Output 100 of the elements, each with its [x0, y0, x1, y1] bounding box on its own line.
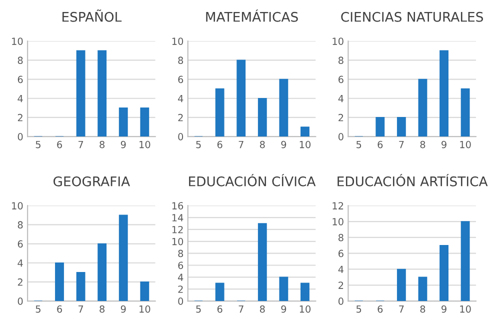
y-tick-label: 8: [178, 250, 184, 258]
bar: [76, 272, 86, 302]
x-tick-label: 9: [442, 305, 446, 313]
y-tick-label: 10: [172, 238, 184, 246]
chart-title: CIENCIAS NATURALES: [341, 12, 483, 22]
x-tick-label: 8: [420, 140, 426, 148]
x-tick-label: 10: [140, 305, 150, 313]
chart-title: ESPAÑOL: [62, 10, 122, 22]
bar: [460, 88, 470, 137]
chart-title: EDUCACIÓN ARTÍSTICA: [338, 174, 488, 186]
y-tick-label: 0: [18, 298, 23, 305]
bar: [98, 243, 107, 302]
y-tick-label: 12: [172, 226, 183, 234]
y-tick-label: 4: [18, 94, 23, 102]
bar: [76, 50, 86, 137]
y-tick-label: 0: [338, 298, 344, 305]
y-tick-label: 4: [338, 266, 344, 273]
bar: [236, 60, 246, 137]
x-tick-label: 8: [100, 305, 105, 313]
y-tick-label: 4: [338, 94, 344, 102]
y-tick-label: 4: [178, 94, 184, 102]
bar: [140, 282, 150, 302]
x-tick-label: 5: [36, 141, 40, 148]
bar: [98, 50, 107, 137]
x-tick-label: 8: [260, 305, 265, 313]
bar: [215, 282, 224, 302]
bar: [118, 214, 128, 302]
x-tick-label: 10: [300, 305, 311, 313]
y-tick-label: 0: [18, 133, 23, 140]
bar: [279, 78, 288, 137]
y-tick-label: 6: [18, 76, 23, 84]
y-tick-label: 2: [178, 286, 183, 293]
x-tick-label: 7: [78, 306, 84, 313]
x-tick-label: 6: [217, 305, 222, 313]
y-tick-label: 8: [338, 56, 344, 64]
chart-title: MATEMÁTICAS: [206, 9, 298, 22]
x-tick-label: 6: [378, 140, 383, 148]
x-tick-label: 5: [356, 141, 362, 148]
y-tick-label: 2: [178, 114, 183, 122]
y-tick-label: 10: [332, 218, 344, 226]
x-tick-label: 7: [238, 306, 244, 313]
x-tick-label: 5: [196, 141, 201, 148]
y-tick-label: 2: [338, 114, 344, 122]
y-tick-label: 10: [332, 38, 344, 45]
x-tick-label: 10: [140, 140, 150, 148]
bar: [118, 107, 128, 137]
bar: [258, 98, 267, 137]
bar: [396, 268, 406, 302]
bar: [140, 107, 150, 137]
x-tick-label: 10: [460, 140, 471, 148]
x-tick-label: 9: [442, 140, 446, 148]
x-tick-label: 7: [399, 306, 404, 313]
bar: [418, 276, 428, 302]
y-tick-label: 6: [178, 76, 184, 84]
bar: [300, 126, 310, 137]
y-tick-label: 0: [178, 133, 184, 140]
x-tick-label: 8: [100, 140, 105, 148]
bar: [258, 223, 267, 302]
x-tick-label: 7: [399, 141, 404, 148]
y-tick-label: 6: [178, 262, 184, 270]
x-tick-label: 10: [460, 305, 471, 313]
x-tick-label: 9: [281, 305, 286, 313]
x-tick-label: 10: [300, 140, 311, 148]
y-tick-label: 0: [178, 298, 184, 305]
y-tick-label: 10: [172, 38, 184, 45]
bar: [396, 117, 406, 137]
bar: [300, 282, 310, 302]
y-tick-label: 16: [172, 202, 184, 210]
y-tick-label: 14: [172, 214, 184, 222]
y-tick-label: 6: [338, 250, 344, 258]
x-tick-label: 5: [36, 306, 40, 313]
x-tick-label: 6: [217, 140, 222, 148]
chart-title: GEOGRAFIA: [54, 176, 130, 186]
y-tick-label: 6: [338, 76, 344, 84]
y-tick-label: 8: [178, 56, 184, 64]
y-tick-label: 8: [338, 234, 344, 242]
y-tick-label: 4: [18, 259, 23, 267]
bar: [55, 262, 64, 302]
y-tick-label: 10: [12, 202, 23, 210]
bar: [215, 88, 224, 137]
y-tick-label: 2: [18, 278, 22, 286]
chart-title: EDUCACIÓN CÍVICA: [189, 174, 316, 186]
bar: [376, 117, 385, 137]
x-tick-label: 9: [120, 140, 126, 148]
x-tick-label: 9: [120, 305, 126, 313]
bar: [279, 276, 288, 302]
bar: [460, 221, 470, 302]
y-tick-label: 4: [178, 274, 184, 281]
y-tick-label: 8: [18, 56, 23, 64]
x-tick-label: 6: [57, 140, 62, 148]
x-tick-label: 8: [420, 305, 426, 313]
x-tick-label: 5: [356, 306, 362, 313]
x-tick-label: 7: [238, 141, 244, 148]
x-tick-label: 6: [378, 305, 383, 313]
bar: [440, 50, 448, 137]
y-tick-label: 2: [338, 282, 344, 289]
x-tick-label: 9: [281, 140, 286, 148]
bar: [418, 78, 428, 137]
y-tick-label: 10: [12, 38, 23, 45]
y-tick-label: 12: [332, 202, 344, 210]
